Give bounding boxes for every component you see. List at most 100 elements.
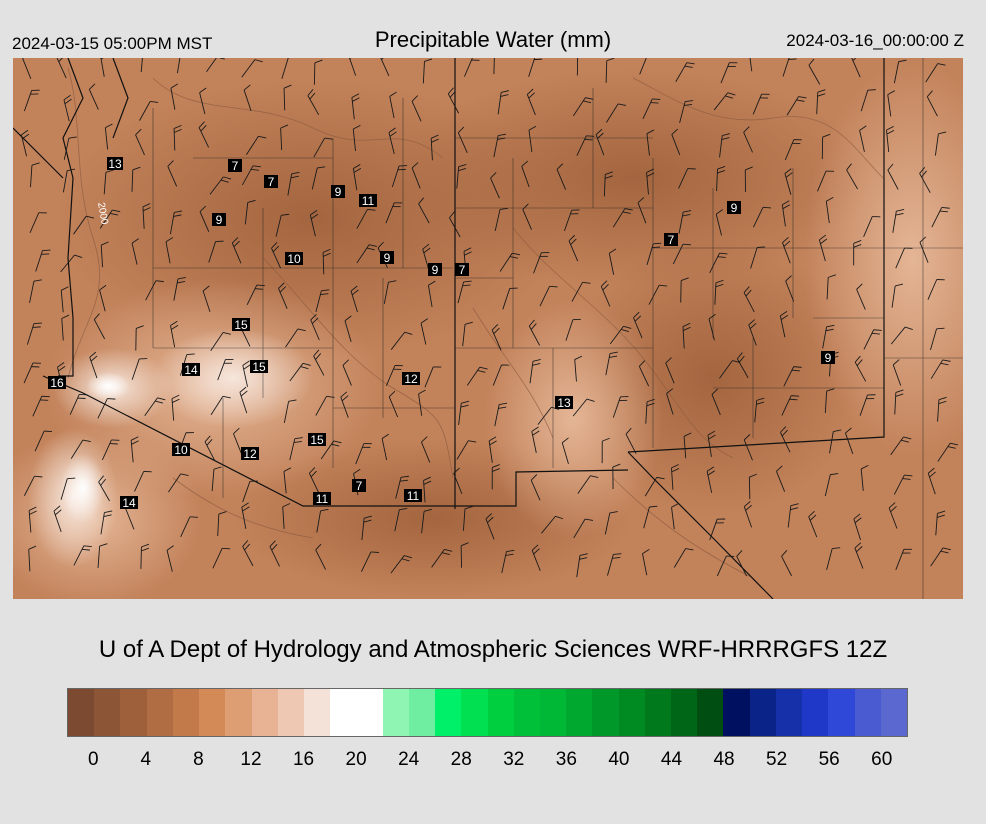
svg-text:7: 7 [232,159,239,173]
station-pw-marker: 9 [331,185,345,199]
colorbar-segment [644,689,672,736]
wind-barb [23,362,41,384]
wind-barb [315,543,327,570]
wind-barb [646,242,662,266]
colorbar-segment [697,689,724,736]
wind-barb [612,463,621,490]
wind-barb [313,349,325,376]
wind-barb [526,88,536,116]
wind-barb [675,62,695,82]
wind-barb [678,168,696,189]
wind-barb [281,58,290,79]
wind-barb [750,246,766,269]
wind-barb [568,234,579,262]
station-pw-marker: 15 [250,360,268,374]
station-pw-marker: 11 [313,492,331,506]
wind-barb [63,136,77,160]
wind-barb [241,502,250,529]
wind-barb [349,58,357,76]
station-pw-marker: 9 [428,263,442,277]
wind-barb [783,366,802,387]
wind-barb [134,470,152,492]
wind-barb [825,196,834,224]
colorbar-segment [618,689,645,736]
wind-barb [422,243,431,271]
wind-barb [708,313,716,341]
station-pw-marker: 15 [232,318,250,332]
wind-barb [572,398,595,417]
wind-barb [388,390,399,418]
wind-barb [565,318,581,341]
wind-barb [927,279,945,300]
wind-barb [390,331,413,350]
svg-text:12: 12 [404,372,418,386]
wind-barb [315,395,335,416]
wind-barb [352,164,362,191]
wind-barb [930,547,951,567]
wind-barb [625,427,637,454]
wind-barb [931,207,950,228]
wind-barb [529,359,541,384]
wind-barb [854,542,864,569]
wind-barb [100,510,113,535]
wind-barb [720,62,738,84]
wind-barb [418,197,430,224]
wind-barb [61,314,70,341]
colorbar-tick-label: 20 [345,749,367,770]
wind-barb [816,89,826,115]
wind-barb [97,543,108,568]
colorbar-segment [461,689,488,736]
wind-barb [666,388,674,415]
wind-barb [561,437,569,464]
wind-barb [466,366,488,386]
wind-barb [355,443,372,465]
wind-barb [287,171,300,196]
wind-barb [169,210,183,235]
colorbar [67,688,908,737]
wind-barb [26,322,42,345]
wind-barb [573,518,594,539]
wind-barb [131,166,141,192]
map-title: Precipitable Water (mm) [374,27,612,52]
wind-barb [208,240,224,263]
wind-barb [859,125,867,152]
wind-barb [431,548,453,568]
wind-barb [210,332,231,351]
wind-barb [753,206,772,228]
wind-barb [780,426,791,453]
wind-barb [642,98,661,120]
wind-barb [606,103,627,123]
wind-barb [381,433,390,461]
wind-barb [781,395,800,416]
wind-barb [70,439,91,459]
wind-barb [60,286,69,313]
wind-barb [714,279,724,305]
colorbar-segment [408,689,436,736]
wind-barb [269,540,280,567]
wind-barb [927,467,936,495]
wind-barb [199,205,210,233]
station-pw-marker: 11 [359,194,377,208]
wind-barb [69,393,88,415]
wind-barb [199,87,207,115]
wind-barb [888,502,898,529]
svg-text:14: 14 [184,363,198,377]
colorbar-segment [592,689,619,736]
wind-barb [167,160,178,187]
wind-barb [342,359,352,386]
wind-barb [73,545,92,566]
wind-barb [88,83,99,110]
svg-text:10: 10 [287,252,301,266]
wind-barb [28,545,37,572]
wind-barb [824,388,835,414]
wind-barb [460,542,469,568]
wind-barb [340,391,349,418]
wind-barb [62,168,76,193]
wind-barb [488,436,497,463]
wind-barb [395,475,409,499]
wind-barb [886,126,895,152]
station-pw-marker: 7 [352,479,366,493]
wind-barb [607,553,622,576]
wind-barb [427,280,436,308]
wind-barb [457,280,472,304]
